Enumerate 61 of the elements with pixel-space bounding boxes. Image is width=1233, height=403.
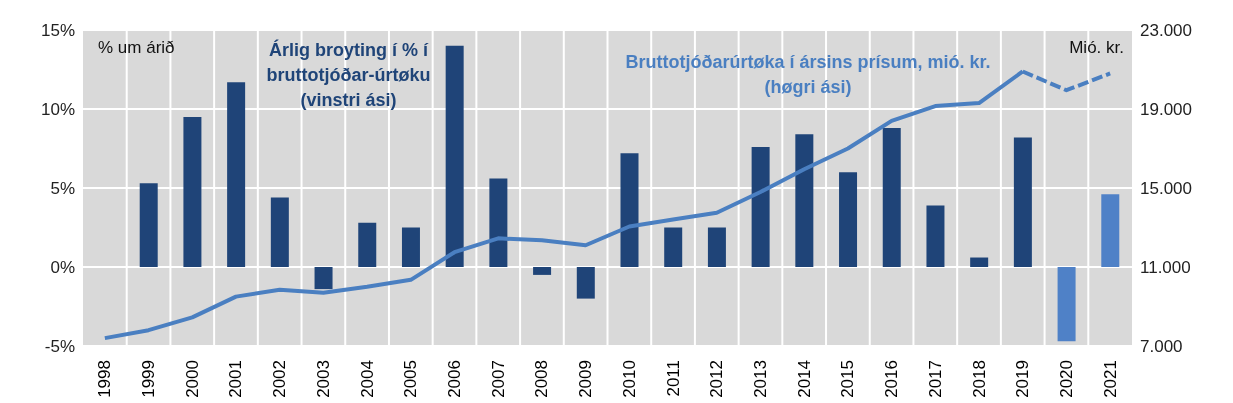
bar <box>970 257 989 267</box>
x-tick-label: 2016 <box>882 360 902 398</box>
x-tick-label: 2008 <box>532 360 552 398</box>
bar <box>358 222 377 267</box>
bar <box>926 205 945 267</box>
x-tick-label: 2003 <box>313 360 333 398</box>
y-tick-label: 5% <box>50 179 75 199</box>
y2-tick-label: 23.000 <box>1140 21 1192 41</box>
y2-tick-label: 15.000 <box>1140 179 1192 199</box>
bar <box>707 227 726 267</box>
x-tick-label: 2010 <box>619 360 639 398</box>
bar <box>576 267 595 299</box>
bar <box>533 267 552 275</box>
y-tick-label: 10% <box>40 100 75 120</box>
x-tick-label: 2012 <box>707 360 727 398</box>
bar <box>839 172 858 267</box>
x-tick-label: 2004 <box>357 360 377 398</box>
bar <box>227 82 246 267</box>
x-tick-label: 2002 <box>270 360 290 398</box>
bar <box>751 146 770 267</box>
x-tick-label: 2018 <box>969 360 989 398</box>
y2-tick-label: 19.000 <box>1140 100 1192 120</box>
x-tick-label: 2017 <box>925 360 945 398</box>
x-tick-label: 1998 <box>95 360 115 398</box>
bar <box>401 227 420 267</box>
y-tick-label: 0% <box>50 258 75 278</box>
x-tick-label: 2013 <box>750 360 770 398</box>
x-tick-label: 2015 <box>838 360 858 398</box>
bar <box>620 153 639 267</box>
y-tick-label: -5% <box>44 337 75 357</box>
bar <box>139 183 158 267</box>
bar <box>882 127 901 267</box>
bar <box>1057 267 1076 342</box>
y2-tick-label: 7.000 <box>1140 337 1183 357</box>
x-tick-label: 2009 <box>576 360 596 398</box>
x-tick-label: 2011 <box>663 360 683 397</box>
x-tick-label: 2007 <box>488 360 508 398</box>
x-tick-label: 2000 <box>182 360 202 398</box>
x-tick-label: 2006 <box>445 360 465 398</box>
y-axis-title: % um árið <box>98 38 175 58</box>
x-tick-label: 2014 <box>794 360 814 398</box>
bar <box>183 116 202 267</box>
bar <box>1013 137 1032 267</box>
bar <box>489 178 508 267</box>
bar <box>445 45 464 267</box>
y-tick-label: 15% <box>40 21 75 41</box>
bar <box>664 227 683 267</box>
x-tick-label: 2020 <box>1056 360 1076 398</box>
bar <box>1101 194 1120 267</box>
note: Bruttotjóðarúrtøka í ársins prísum, mió. kr. (høgri ási) <box>624 51 992 99</box>
x-tick-label: 2019 <box>1013 360 1033 398</box>
bar <box>314 267 333 290</box>
bar <box>795 134 814 267</box>
bar <box>270 197 289 267</box>
x-tick-label: 2001 <box>226 360 246 398</box>
note: Árlig broyting í % í bruttotjóðar-úrtøku (vinstri ási) <box>265 38 432 112</box>
y2-axis-title: Mió. kr. <box>1069 38 1124 58</box>
x-tick-label: 1999 <box>139 360 159 398</box>
y2-tick-label: 11.000 <box>1140 258 1191 278</box>
x-tick-label: 2021 <box>1100 360 1120 398</box>
x-tick-label: 2005 <box>401 360 421 398</box>
